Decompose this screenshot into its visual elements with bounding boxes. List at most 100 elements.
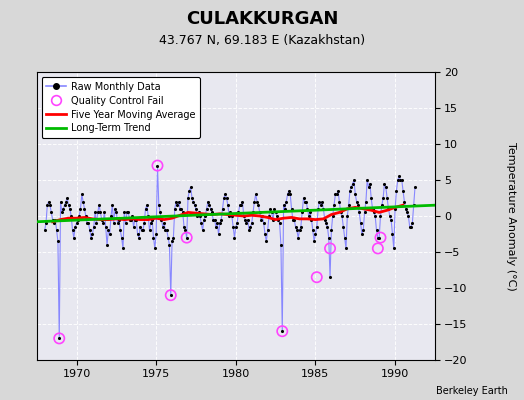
Point [224, 202, 232, 208]
Point [331, 191, 340, 198]
Point [209, 216, 217, 223]
Point [102, 224, 110, 230]
Point [239, 213, 248, 219]
Point [286, 191, 294, 198]
Point [258, 213, 267, 219]
Point [152, 231, 160, 237]
Point [100, 209, 108, 216]
Point [206, 206, 215, 212]
Point [59, 206, 68, 212]
Point [154, 162, 162, 169]
Point [161, 227, 170, 234]
Point [383, 195, 391, 201]
Point [132, 216, 140, 223]
Point [68, 227, 77, 234]
Point [278, 328, 287, 334]
Point [139, 227, 147, 234]
Point [254, 202, 263, 208]
Point [252, 191, 260, 198]
Point [242, 220, 250, 226]
Point [67, 213, 75, 219]
Point [60, 202, 69, 208]
Point [202, 206, 211, 212]
Point [55, 335, 63, 342]
Point [125, 216, 134, 223]
Point [311, 231, 320, 237]
Point [99, 220, 107, 226]
Point [296, 227, 304, 234]
Point [270, 206, 278, 212]
Point [221, 191, 230, 198]
Point [160, 220, 168, 226]
Point [105, 231, 114, 237]
Point [117, 234, 126, 241]
Point [380, 180, 389, 187]
Point [408, 220, 417, 226]
Point [347, 184, 355, 190]
Point [326, 245, 334, 252]
Point [343, 213, 352, 219]
Point [46, 202, 54, 208]
Point [257, 216, 265, 223]
Point [62, 198, 70, 205]
Point [52, 227, 61, 234]
Point [233, 220, 242, 226]
Point [237, 202, 245, 208]
Point [127, 216, 135, 223]
Point [122, 220, 130, 226]
Point [333, 191, 341, 198]
Point [290, 216, 298, 223]
Point [58, 209, 66, 216]
Point [404, 213, 412, 219]
Point [116, 227, 125, 234]
Point [71, 224, 79, 230]
Point [119, 245, 127, 252]
Point [338, 213, 346, 219]
Point [323, 224, 332, 230]
Point [356, 220, 365, 226]
Point [179, 209, 187, 216]
Point [115, 216, 123, 223]
Point [313, 224, 321, 230]
Point [222, 195, 231, 201]
Point [182, 234, 191, 241]
Point [226, 209, 235, 216]
Point [346, 188, 354, 194]
Point [265, 213, 273, 219]
Point [341, 234, 349, 241]
Point [299, 195, 308, 201]
Point [110, 220, 118, 226]
Point [281, 206, 289, 212]
Point [74, 216, 82, 223]
Point [83, 220, 91, 226]
Point [108, 202, 116, 208]
Point [344, 202, 353, 208]
Point [400, 198, 409, 205]
Point [384, 206, 392, 212]
Point [137, 227, 146, 234]
Point [229, 224, 237, 230]
Point [78, 191, 86, 198]
Point [173, 202, 182, 208]
Point [214, 231, 223, 237]
Point [238, 198, 247, 205]
Point [293, 227, 301, 234]
Point [70, 234, 78, 241]
Y-axis label: Temperature Anomaly (°C): Temperature Anomaly (°C) [506, 142, 516, 290]
Point [241, 216, 249, 223]
Point [282, 198, 290, 205]
Point [315, 198, 324, 205]
Point [95, 202, 103, 208]
Point [174, 198, 183, 205]
Point [120, 209, 128, 216]
Point [398, 177, 406, 183]
Point [40, 227, 49, 234]
Point [155, 202, 163, 208]
Point [147, 220, 155, 226]
Point [91, 209, 99, 216]
Point [234, 209, 243, 216]
Point [256, 209, 264, 216]
Point [84, 220, 93, 226]
Point [266, 206, 275, 212]
Point [306, 209, 314, 216]
